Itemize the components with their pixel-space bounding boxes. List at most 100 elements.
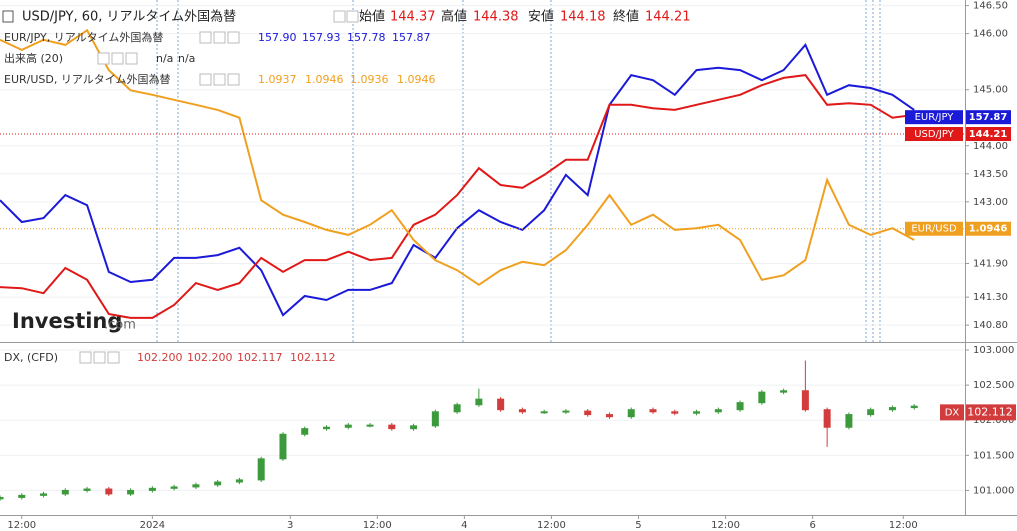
overlay: Investing .com USD/JPY, 60, リアルタイム外国為替 始… bbox=[2, 9, 1016, 421]
x-tick-label: 5 bbox=[635, 520, 641, 531]
candle-body bbox=[83, 488, 91, 491]
ohlc-label: 終値 bbox=[613, 9, 639, 25]
collapse-icon[interactable] bbox=[2, 10, 14, 23]
legend-value: n/a bbox=[178, 52, 195, 65]
y-tick-label: 101.500 bbox=[973, 450, 1014, 461]
y-tick-label: 145.00 bbox=[973, 85, 1008, 96]
ohlc-value: 144.37 bbox=[390, 10, 436, 25]
legend-value: 1.0946 bbox=[397, 73, 436, 86]
legend-icon[interactable] bbox=[125, 52, 138, 65]
x-tick-label: 12:00 bbox=[537, 520, 566, 531]
candle-body bbox=[18, 494, 26, 498]
ohlc-value: 102.117 bbox=[237, 351, 283, 364]
y-tick-label: 143.00 bbox=[973, 197, 1008, 208]
y-tick-label: 101.000 bbox=[973, 485, 1014, 496]
candle-body bbox=[736, 402, 744, 411]
legend-icon[interactable] bbox=[199, 73, 212, 86]
candle-body bbox=[214, 481, 222, 486]
candle-body bbox=[61, 489, 69, 495]
price-tag-name bbox=[905, 126, 963, 141]
pane-icons[interactable] bbox=[79, 351, 120, 364]
price-tag-text: 144.21 bbox=[969, 129, 1008, 140]
x-tick-label: 12:00 bbox=[889, 520, 918, 531]
price-tag-name bbox=[905, 221, 963, 236]
legend-icon[interactable] bbox=[227, 73, 240, 86]
candle-body bbox=[192, 484, 200, 488]
legend-value: 157.78 bbox=[347, 31, 386, 44]
candle-body bbox=[584, 410, 592, 416]
price-tag-text: 1.0946 bbox=[969, 224, 1008, 235]
candle-body bbox=[127, 489, 135, 495]
candle-body bbox=[497, 398, 505, 411]
y-tick-label: 102.000 bbox=[973, 415, 1014, 426]
title-icons[interactable] bbox=[333, 10, 359, 23]
legend-value: 1.0936 bbox=[350, 73, 389, 86]
price-tag bbox=[966, 404, 1016, 421]
candle-body bbox=[323, 426, 331, 430]
candle-body bbox=[235, 479, 243, 483]
candle-body bbox=[257, 458, 265, 481]
legend-icon[interactable] bbox=[213, 31, 226, 44]
legend-icon[interactable] bbox=[199, 31, 212, 44]
price-tag-name bbox=[940, 404, 964, 421]
ohlc-label: 始値 bbox=[359, 9, 385, 25]
price-tag bbox=[966, 221, 1011, 236]
candle-body bbox=[301, 428, 309, 435]
candle-body bbox=[148, 487, 156, 491]
legend-icon[interactable] bbox=[111, 52, 124, 65]
legend-name: EUR/USD, リアルタイム外国為替 bbox=[4, 72, 171, 86]
price-tag-name-text: EUR/USD bbox=[911, 224, 957, 235]
price-line-series bbox=[0, 28, 915, 287]
legend-value: 157.87 bbox=[392, 31, 431, 44]
legend-value: n/a bbox=[156, 52, 173, 65]
y-tick-label: 146.50 bbox=[973, 1, 1008, 12]
price-line-series bbox=[0, 74, 915, 319]
candle-body bbox=[649, 409, 657, 413]
candle-body bbox=[888, 407, 896, 411]
candle-body bbox=[845, 414, 853, 428]
ohlc-value: 102.200 bbox=[187, 351, 233, 364]
legend-icon[interactable] bbox=[227, 31, 240, 44]
candle-body bbox=[910, 405, 918, 409]
watermark: Investing bbox=[12, 309, 122, 333]
ohlc-value: 102.112 bbox=[290, 351, 336, 364]
legend-icon[interactable] bbox=[97, 52, 110, 65]
x-tick-label: 12:00 bbox=[7, 520, 36, 531]
candle-body bbox=[0, 496, 4, 500]
candle-body bbox=[105, 488, 113, 495]
x-tick-label: 12:00 bbox=[363, 520, 392, 531]
price-tag-name-text: DX bbox=[945, 407, 960, 418]
price-tag-name-text: USD/JPY bbox=[914, 129, 954, 140]
ohlc-value: 144.21 bbox=[645, 10, 691, 25]
x-tick-label: 2024 bbox=[140, 520, 165, 531]
candle-body bbox=[279, 433, 287, 460]
legend-name: 出来高 (20) bbox=[4, 51, 63, 65]
legend-name: EUR/JPY, リアルタイム外国為替 bbox=[4, 30, 163, 44]
candle-body bbox=[366, 424, 374, 427]
price-line-series bbox=[0, 43, 915, 317]
candle-body bbox=[801, 390, 809, 411]
y-tick-label: 141.90 bbox=[973, 259, 1008, 270]
candle-body bbox=[627, 409, 635, 418]
ohlc-value: 144.18 bbox=[560, 10, 606, 25]
candle-body bbox=[388, 424, 396, 430]
main-title: USD/JPY, 60, リアルタイム外国為替 bbox=[22, 9, 236, 25]
session-markers bbox=[156, 0, 881, 342]
y-tick-label: 103.000 bbox=[973, 345, 1014, 356]
y-tick-label: 141.30 bbox=[973, 292, 1008, 303]
candle-body bbox=[518, 409, 526, 413]
y-tick-label: 144.00 bbox=[973, 141, 1008, 152]
legend-icon[interactable] bbox=[213, 73, 226, 86]
x-tick-label: 3 bbox=[287, 520, 293, 531]
candle-body bbox=[780, 390, 788, 393]
candle-body bbox=[453, 404, 461, 413]
candle-body bbox=[714, 409, 722, 413]
price-tag-text: 157.87 bbox=[969, 112, 1008, 123]
price-tag-name bbox=[905, 110, 963, 125]
y-tick-label: 102.500 bbox=[973, 380, 1014, 391]
x-tick-label: 12:00 bbox=[711, 520, 740, 531]
pane-title: DX, (CFD) bbox=[4, 351, 58, 364]
